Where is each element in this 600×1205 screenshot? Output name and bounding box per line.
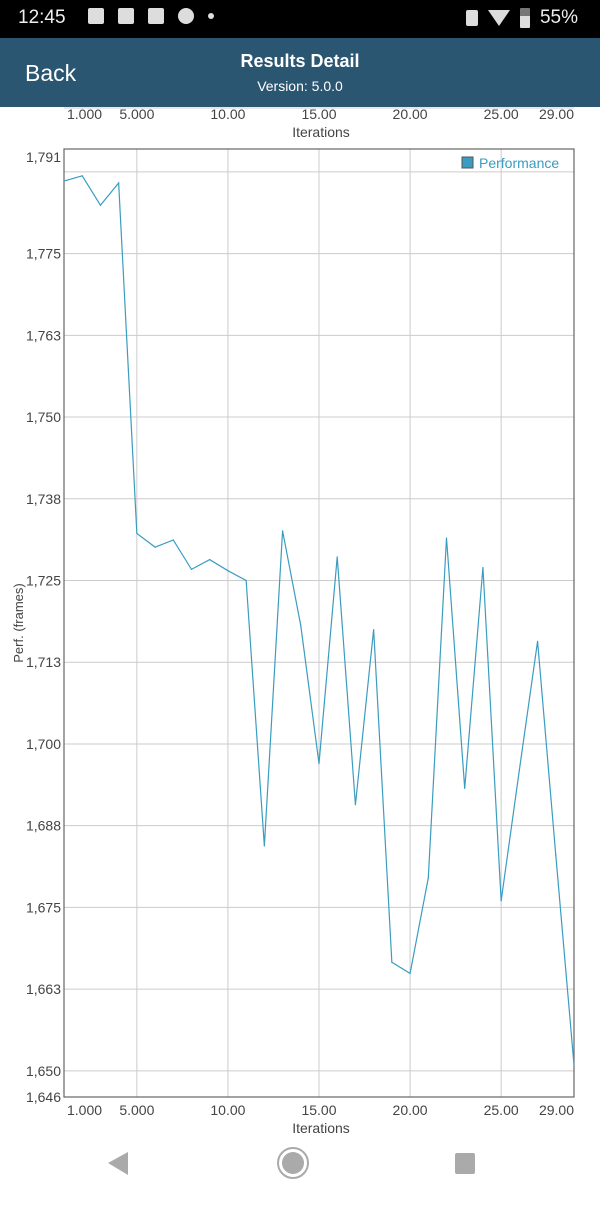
page-title: Results Detail	[240, 51, 360, 71]
data-point	[409, 972, 411, 975]
x-tick-label-top: 25.00	[484, 107, 519, 122]
x-tick-label-top: 20.00	[393, 107, 428, 122]
data-point	[464, 787, 466, 790]
data-point	[300, 625, 302, 627]
x-axis-title-top: Iterations	[292, 124, 350, 140]
gallery-icon	[88, 8, 104, 24]
performance-chart: 1,791 1,775 1,763 1,750 1,738 1,725 1,713 1,700…	[11, 107, 575, 1136]
legend-swatch	[461, 156, 474, 169]
x-tick-label-bottom: 25.00	[484, 1102, 519, 1118]
data-point	[518, 769, 520, 771]
data-point	[573, 1064, 575, 1066]
sd-card-icon	[118, 8, 134, 24]
wifi-icon	[487, 10, 510, 26]
data-point	[373, 628, 375, 631]
status-time: 12:45	[18, 7, 66, 28]
x-tick-label-bottom: 5.000	[119, 1102, 154, 1118]
navigation-bar	[0, 1138, 600, 1200]
nav-back-icon[interactable]	[108, 1152, 128, 1175]
data-point	[99, 204, 102, 206]
data-point	[445, 537, 448, 539]
y-tick-label: 1,791	[26, 149, 61, 165]
data-point	[63, 180, 65, 182]
x-tick-label-bottom: 1.000	[67, 1102, 102, 1118]
back-button[interactable]: Back	[25, 60, 77, 86]
data-point	[172, 539, 174, 541]
x-tick-label-top: 1.000	[67, 107, 102, 122]
nav-home-icon[interactable]	[277, 1147, 309, 1179]
data-point	[118, 182, 120, 184]
y-tick-label: 1,646	[26, 1089, 61, 1105]
x-tick-label-top: 15.00	[301, 107, 336, 122]
data-point	[391, 961, 393, 963]
y-tick-label: 1,763	[26, 327, 61, 343]
y-tick-label: 1,750	[26, 409, 61, 425]
phone-rotate-icon	[148, 8, 164, 24]
battery-percent: 55%	[539, 7, 578, 28]
version-label: Version: 5.0.0	[257, 78, 343, 94]
data-point	[427, 877, 429, 879]
x-tick-label-bottom: 15.00	[301, 1102, 336, 1118]
x-axis-title-bottom: Iterations	[292, 1120, 350, 1136]
y-tick-label: 1,650	[26, 1063, 61, 1079]
data-point	[318, 762, 320, 765]
data-point	[263, 845, 265, 847]
x-tick-label-bottom: 10.00	[210, 1102, 245, 1118]
y-tick-label: 1,700	[26, 736, 61, 752]
y-tick-label: 1,738	[26, 491, 61, 507]
data-point	[555, 854, 557, 856]
vibrate-icon	[465, 10, 478, 26]
data-point	[136, 532, 138, 535]
data-point	[336, 556, 338, 558]
data-point	[190, 568, 193, 570]
data-point	[536, 640, 539, 642]
y-tick-label: 1,725	[26, 573, 61, 589]
x-tick-label-top: 29.00	[539, 107, 574, 122]
y-axis-title: Perf. (frames)	[11, 583, 26, 662]
data-point	[482, 566, 484, 569]
y-tick-label: 1,775	[26, 246, 61, 262]
data-point	[154, 546, 156, 548]
y-tick-label: 1,713	[26, 654, 61, 670]
legend-label: Performance	[479, 155, 559, 171]
app-header: Back Results Detail Version: 5.0.0	[0, 38, 600, 107]
data-point	[209, 558, 211, 561]
data-point	[245, 579, 247, 582]
brightness-icon	[178, 8, 194, 24]
battery-icon	[519, 8, 530, 28]
data-point	[500, 900, 502, 902]
y-tick-label: 1,675	[26, 899, 61, 915]
data-point	[281, 530, 284, 532]
plot-frame	[63, 148, 575, 1098]
status-bar: 12:45 55%	[0, 0, 600, 38]
nav-recents-icon[interactable]	[455, 1153, 475, 1174]
x-tick-label-bottom: 20.00	[393, 1102, 428, 1118]
data-point	[354, 804, 357, 806]
data-point	[81, 175, 83, 177]
y-tick-label: 1,688	[26, 818, 61, 834]
notification-dot-icon	[208, 13, 214, 19]
x-tick-label-top: 10.00	[210, 107, 245, 122]
data-point	[227, 570, 229, 572]
x-tick-label-top: 5.000	[119, 107, 154, 122]
y-tick-label: 1,663	[26, 981, 61, 997]
x-tick-label-bottom: 29.00	[539, 1102, 574, 1118]
